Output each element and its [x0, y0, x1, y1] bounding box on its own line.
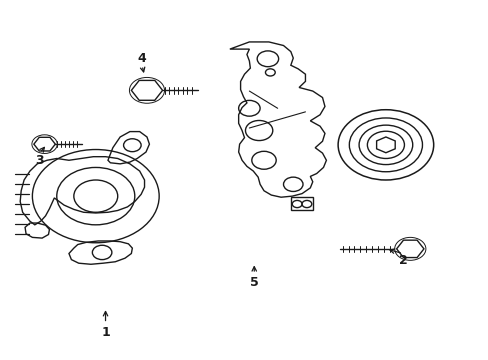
Text: 5: 5: [249, 276, 258, 289]
Text: 1: 1: [101, 326, 110, 339]
Text: 3: 3: [35, 154, 44, 167]
Text: 2: 2: [398, 254, 407, 267]
Text: 4: 4: [138, 51, 146, 64]
